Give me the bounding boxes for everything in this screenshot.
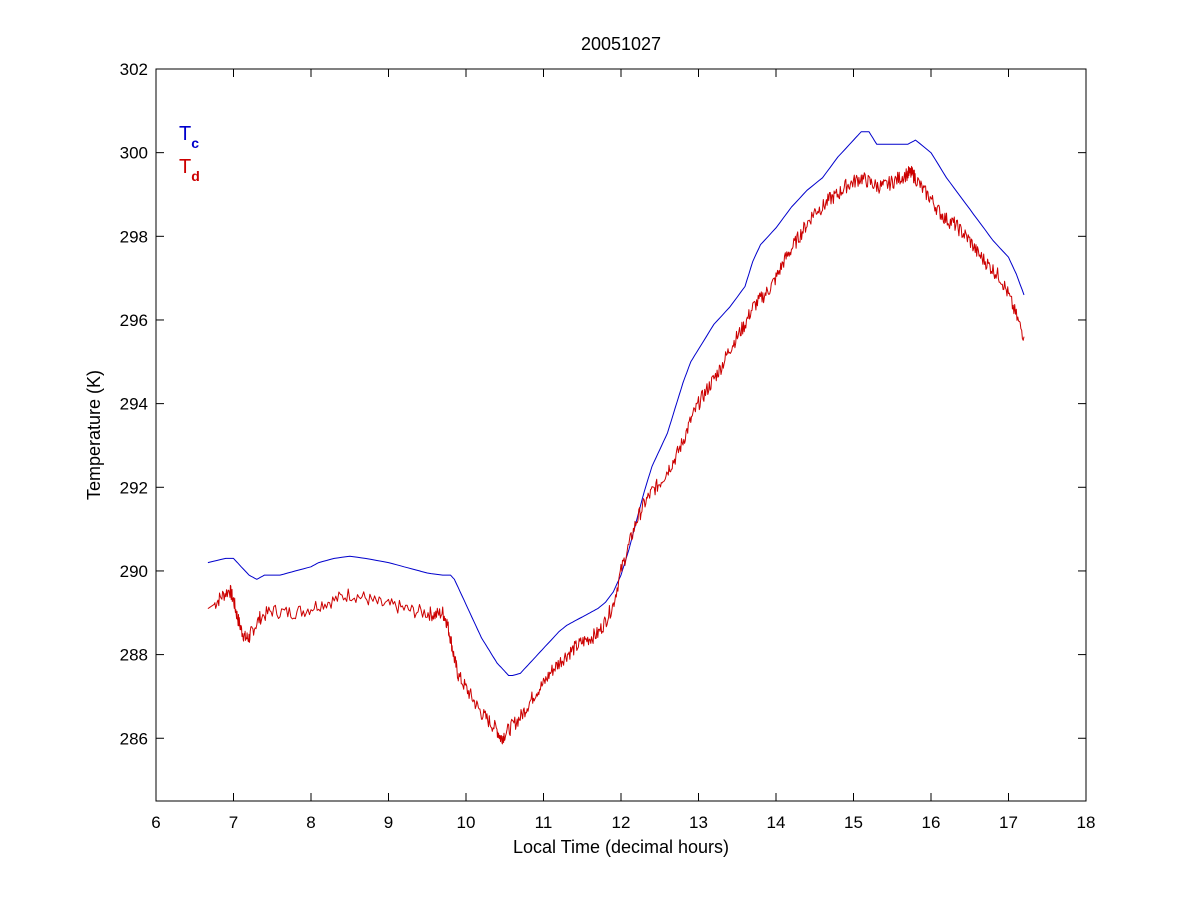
- legend-entry-Td: Td: [179, 156, 200, 184]
- y-axis: 286 288 290 292 294 296 298 300 302: [120, 60, 1086, 748]
- legend-entry-Tc: Tc: [179, 123, 199, 151]
- x-tick-label: 8: [306, 813, 315, 832]
- x-tick-label: 15: [844, 813, 863, 832]
- y-tick-label: 288: [120, 646, 148, 665]
- x-tick-label: 12: [612, 813, 631, 832]
- y-tick-label: 292: [120, 478, 148, 497]
- y-tick-label: 290: [120, 562, 148, 581]
- y-tick-label: 296: [120, 311, 148, 330]
- x-tick-label: 17: [999, 813, 1018, 832]
- y-tick-label: 300: [120, 144, 148, 163]
- y-tick-label: 294: [120, 395, 148, 414]
- series-line-Td: [207, 165, 1025, 745]
- x-tick-label: 18: [1077, 813, 1096, 832]
- legend: Tc Td: [179, 123, 200, 184]
- y-tick-label: 298: [120, 227, 148, 246]
- y-tick-label: 286: [120, 729, 148, 748]
- chart-title: 20051027: [581, 34, 661, 54]
- series-line-Tc: [207, 131, 1025, 676]
- x-tick-label: 10: [457, 813, 476, 832]
- x-axis-label: Local Time (decimal hours): [513, 837, 729, 857]
- x-axis: 6 7 8 9 10 11 12 13 14 15 16 17 18: [151, 69, 1095, 832]
- x-tick-label: 6: [151, 813, 160, 832]
- x-tick-label: 11: [535, 813, 553, 832]
- y-tick-label: 302: [120, 60, 148, 79]
- x-tick-label: 9: [384, 813, 393, 832]
- series-layer: [207, 131, 1025, 745]
- x-tick-label: 14: [767, 813, 786, 832]
- x-tick-label: 16: [922, 813, 941, 832]
- x-tick-label: 13: [689, 813, 708, 832]
- plot-area: [156, 69, 1086, 801]
- y-axis-label: Temperature (K): [84, 370, 104, 500]
- x-tick-label: 7: [229, 813, 238, 832]
